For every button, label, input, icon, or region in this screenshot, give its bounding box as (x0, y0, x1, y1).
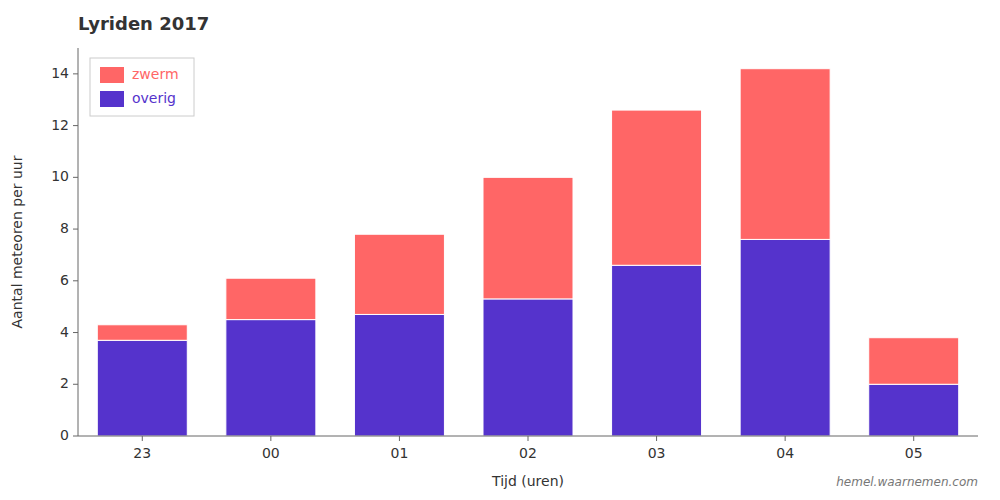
y-axis-label: Aantal meteoren per uur (9, 155, 25, 328)
y-tick (73, 177, 78, 178)
y-tick (73, 436, 78, 437)
bar-segment (354, 314, 444, 436)
legend-swatch (100, 91, 124, 107)
y-tick (73, 73, 78, 74)
y-tick (73, 280, 78, 281)
legend-box (90, 58, 194, 116)
x-tick (785, 436, 786, 441)
legend-label: zwerm (132, 66, 179, 82)
bar-segment (97, 325, 187, 341)
x-tick-label: 00 (262, 445, 280, 461)
bar-segment (612, 110, 702, 265)
chart-title: Lyriden 2017 (78, 13, 209, 34)
bar-segment (740, 69, 830, 240)
y-tick-label: 2 (60, 375, 69, 391)
x-tick-label: 05 (905, 445, 923, 461)
y-tick (73, 384, 78, 385)
bar-segment (226, 278, 316, 319)
bar-segment (354, 234, 444, 314)
y-tick (73, 125, 78, 126)
y-tick (73, 332, 78, 333)
y-tick-label: 4 (60, 324, 69, 340)
annotation: hemel.waarnemen.com (836, 475, 978, 489)
x-tick (528, 436, 529, 441)
legend-swatch (100, 67, 124, 83)
y-tick-label: 6 (60, 272, 69, 288)
bar-segment (483, 177, 573, 299)
x-tick (913, 436, 914, 441)
bar-segment (612, 265, 702, 436)
bar-segment (740, 239, 830, 436)
y-tick-label: 12 (51, 117, 69, 133)
x-tick-label: 03 (648, 445, 666, 461)
bars (97, 69, 958, 436)
bar-segment (869, 384, 959, 436)
x-tick-label: 02 (519, 445, 537, 461)
x-tick (399, 436, 400, 441)
legend: zwerm overig (90, 58, 194, 116)
x-tick-label: 23 (133, 445, 151, 461)
x-tick (142, 436, 143, 441)
bar-segment (226, 320, 316, 436)
bar-segment (869, 338, 959, 385)
x-axis-label: Tijd (uren) (491, 473, 564, 489)
y-tick-label: 14 (51, 65, 69, 81)
bar-segment (97, 340, 187, 436)
y-tick-label: 8 (60, 220, 69, 236)
x-tick-label: 01 (391, 445, 409, 461)
y-tick (73, 229, 78, 230)
x-tick (270, 436, 271, 441)
y-tick-label: 0 (60, 427, 69, 443)
x-tick (656, 436, 657, 441)
x-tick-label: 04 (776, 445, 794, 461)
chart-svg: 0246810121423000102030405Tijd (uren)Aant… (0, 0, 1000, 500)
legend-label: overig (132, 90, 176, 106)
y-tick-label: 10 (51, 168, 69, 184)
bar-segment (483, 299, 573, 436)
chart-container: 0246810121423000102030405Tijd (uren)Aant… (0, 0, 1000, 500)
y-axis-line (78, 48, 79, 436)
